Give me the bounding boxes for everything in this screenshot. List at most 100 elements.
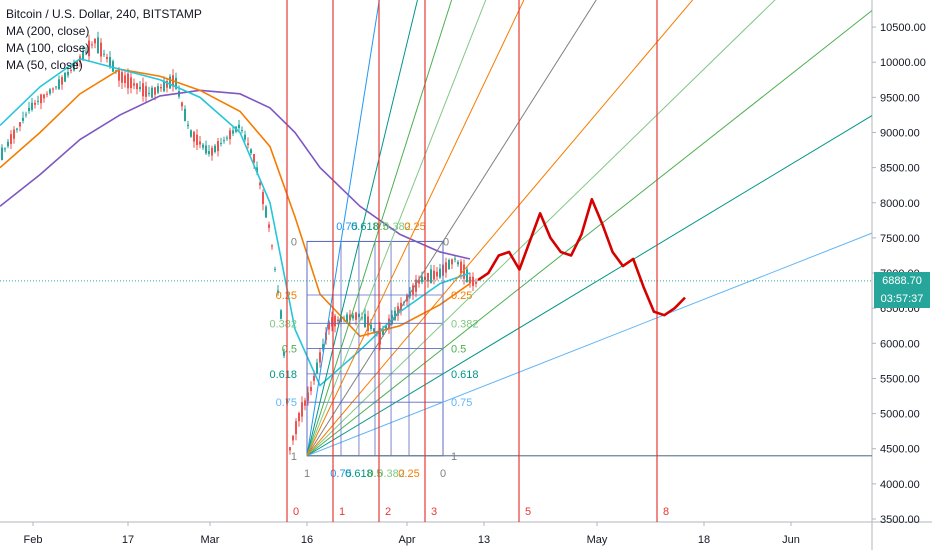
candle-body	[160, 86, 162, 89]
fib-time-label-bottom: 0	[440, 468, 446, 480]
x-tick-label: 16	[301, 534, 313, 546]
candle-body	[328, 321, 330, 330]
candle-body	[361, 317, 363, 319]
candle-body	[232, 130, 234, 134]
candle-body	[130, 77, 132, 89]
candle-body	[436, 271, 438, 277]
candle-body	[85, 51, 87, 53]
candle-body	[352, 315, 354, 319]
candle-body	[457, 262, 459, 265]
candle-body	[322, 344, 324, 350]
fib-time-label-top: 0.382	[383, 221, 411, 233]
y-tick-label: 5500.00	[880, 373, 920, 385]
candle-body	[40, 94, 42, 104]
x-tick-label: 18	[698, 534, 710, 546]
candle-body	[316, 362, 318, 374]
candle-body	[151, 87, 153, 98]
candle-body	[118, 69, 120, 81]
candle-body	[247, 143, 249, 146]
candle-body	[313, 376, 315, 381]
x-tick-label: 17	[122, 534, 134, 546]
fib-level-label-right: 1	[451, 451, 457, 463]
candle-body	[109, 56, 111, 68]
y-tick-label: 9000.00	[880, 127, 920, 139]
candle-body	[292, 435, 294, 441]
candle-body	[184, 108, 186, 121]
candle-body	[127, 73, 129, 89]
candle-body	[181, 102, 183, 107]
x-tick-label: Feb	[24, 534, 43, 546]
candle-body	[100, 42, 102, 57]
fib-time-label-bottom: 1	[304, 468, 310, 480]
candle-body	[16, 128, 18, 130]
candle-body	[154, 87, 156, 95]
candle-body	[124, 75, 126, 84]
candle-body	[31, 102, 33, 110]
candle-body	[295, 421, 297, 435]
candle-body	[304, 400, 306, 406]
candle-body	[28, 108, 30, 112]
candle-body	[337, 319, 339, 322]
candle-body	[139, 86, 141, 90]
candle-body	[94, 38, 96, 44]
candle-body	[76, 61, 78, 65]
candle-body	[46, 93, 48, 95]
candle-body	[289, 447, 291, 451]
candle-body	[187, 124, 189, 127]
candle-body	[10, 134, 12, 144]
legend-ma200: MA (200, close)	[6, 24, 90, 38]
candle-body	[217, 141, 219, 152]
candle-body	[454, 258, 456, 260]
candle-body	[163, 80, 165, 92]
fib-time-marker-label: 3	[431, 506, 437, 518]
candle-body	[418, 279, 420, 284]
y-tick-label: 10000.00	[880, 57, 926, 69]
legend-title: Bitcoin / U.S. Dollar, 240, BITSTAMP	[6, 7, 202, 21]
fib-time-marker-label: 8	[663, 506, 669, 518]
candle-body	[277, 290, 279, 293]
candle-body	[22, 117, 24, 121]
candle-body	[385, 325, 387, 331]
fib-level-label-left: 0.618	[269, 369, 297, 381]
candle-body	[448, 259, 450, 270]
candle-body	[208, 151, 210, 154]
fib-fan-ray-steep	[306, 0, 487, 456]
y-tick-label: 8500.00	[880, 163, 920, 175]
candle-body	[256, 167, 258, 173]
fib-level-label-right: 0.75	[451, 397, 472, 409]
candle-body	[373, 328, 375, 332]
candle-body	[433, 270, 435, 280]
candle-body	[157, 86, 159, 93]
candle-body	[379, 328, 381, 345]
fib-level-label-left: 0.25	[276, 290, 297, 302]
fib-fan-ray-steep	[306, 0, 525, 456]
fib-time-marker-label: 5	[525, 506, 531, 518]
candle-body	[106, 57, 108, 59]
candle-body	[301, 402, 303, 417]
candle-body	[382, 329, 384, 336]
candle-body	[262, 192, 264, 205]
candle-body	[427, 273, 429, 282]
ma100-line	[0, 68, 471, 338]
candle-body	[211, 147, 213, 156]
fib-level-label-right: 0	[443, 236, 449, 248]
candle-body	[421, 276, 423, 283]
candle-body	[412, 285, 414, 295]
candle-body	[175, 77, 177, 89]
candle-body	[67, 72, 69, 76]
candle-body	[58, 79, 60, 89]
candle-body	[205, 145, 207, 154]
candle-body	[34, 102, 36, 105]
candle-body	[364, 313, 366, 328]
candle-body	[445, 262, 447, 273]
fib-level-label-right: 0.5	[451, 344, 466, 356]
fib-time-label-top: 0.5	[373, 221, 388, 233]
x-tick-label: Apr	[398, 534, 415, 546]
fib-fan-ray	[306, 0, 597, 457]
candle-body	[238, 124, 240, 129]
fib-time-label-bottom: 0.618	[345, 468, 373, 480]
ma50-line	[0, 57, 471, 387]
candle-body	[148, 92, 150, 94]
candle-body	[469, 276, 471, 284]
